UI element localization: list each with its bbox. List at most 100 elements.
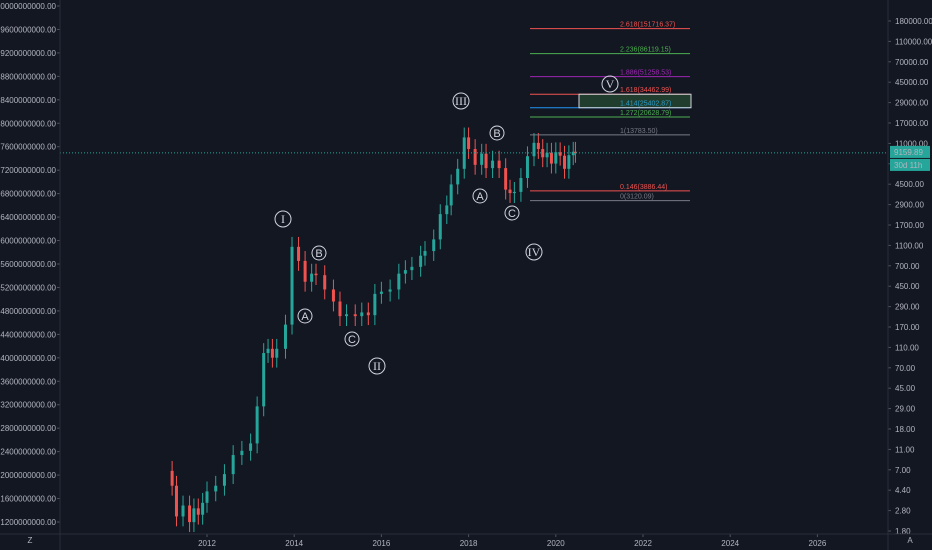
right-axis-tick-label: 29.00 [895,405,916,414]
corner-label-left[interactable]: Z [28,536,33,545]
candle-body [549,152,553,164]
candle-body [423,251,427,256]
wave-label-circle [601,75,619,93]
left-axis-tick-label: 5600000000.00 [0,260,56,269]
left-axis-tick-label: 1600000000.00 [0,495,56,504]
wave-label-a: A [476,191,484,203]
wave-label-circle [344,331,360,347]
time-axis[interactable]: 2012 2014 2016 2018 2020 2022 2024 2026 [198,534,827,548]
fib-level-label: 1.414(25402.87) [620,101,671,108]
candle-body [222,474,226,486]
candle-body [403,270,407,274]
left-axis-tick-label: 6400000000.00 [0,213,56,222]
fib-level-label: 2.236(86119.15) [620,47,671,54]
corner-label-right[interactable]: A [907,536,913,545]
right-axis-tick-label: 17000.00 [895,119,929,128]
left-axis-tick-label: 7600000000.00 [0,143,56,152]
wave-label-ii: II [373,359,381,373]
candle-body [240,450,244,456]
wave-label-v: V [606,77,615,91]
candle-body [532,142,536,157]
wave-label-circle [274,210,292,228]
candle-body [432,239,436,252]
left-axis-tick-label: 8000000000.00 [0,119,56,128]
candle-body [419,255,423,267]
time-axis-tick-label: 2016 [373,539,391,548]
countdown-badge-box [890,158,930,171]
candle-body [438,214,442,240]
right-axis-tick-label: 7.00 [895,466,911,475]
candle-body [410,266,414,271]
price-badge-countdown: 30d 11h [894,161,922,170]
candle-body [480,153,484,165]
left-axis-tick-label: 6000000000.00 [0,237,56,246]
candlestick-series [170,127,577,532]
time-axis-tick-label: 2020 [547,539,565,548]
fib-level-label: 0(3120.09) [620,194,654,201]
candle-body [266,348,270,354]
left-axis-tick-label: 4000000000.00 [0,354,56,363]
candle-body [275,348,279,358]
candle-body [573,151,577,153]
right-axis-tick-label: 1100.00 [895,241,924,250]
candle-body [554,152,558,164]
candle-body [545,152,549,158]
wave-label-circle [311,245,327,261]
target-zone-rect[interactable] [578,93,692,109]
fib-extension-levels: 2.618(151716.37) 2.236(86119.15) 1.886(512… [530,22,690,202]
left-axis-tick-label: 2000000000.00 [0,471,56,480]
left-axis-tick-label: 3600000000.00 [0,377,56,386]
right-axis-tick-label: 18.00 [895,425,916,434]
price-badge-value: 9159.89 [894,148,923,157]
candle-body [192,508,196,523]
right-axis-tick-label: 2900.00 [895,201,924,210]
candle-body [558,152,562,156]
right-axis-tick-label: 110.00 [895,343,919,352]
candle-body [445,205,449,215]
time-axis-tick-label: 2014 [285,539,303,548]
right-axis-tick-label: 11000.00 [895,139,928,148]
candle-body [366,312,370,316]
candle-body [541,149,545,158]
candle-body [353,314,357,317]
candle-body [379,291,383,294]
fib-level-label: 1.272(20628.79) [620,110,671,117]
left-axis-tick-label: 8800000000.00 [0,72,56,81]
right-axis-tick-label: 70.00 [895,364,916,373]
right-axis-tick-label: 4.40 [895,486,911,495]
right-axis-tick-label: 1.80 [895,527,911,536]
candle-body [462,137,466,169]
candle-body [297,246,301,261]
right-axis-tick-label: 11.00 [895,445,915,454]
candle-body [270,348,274,358]
time-axis-tick-label: 2018 [460,539,478,548]
target-zone-box[interactable] [578,93,692,109]
candle-body [170,470,174,486]
candle-body [201,502,205,515]
fib-level-label: 2.618(151716.37) [620,22,675,29]
candle-body [338,301,342,317]
wave-label-circle [525,243,543,261]
candle-body [388,289,392,292]
right-axis-tick-label: 45.00 [895,384,916,393]
candle-body [214,485,218,492]
left-axis-tick-label: 8400000000.00 [0,96,56,105]
wave-label-b: B [315,248,322,260]
candle-body [536,142,540,150]
right-axis-tick-label: 700.00 [895,262,920,271]
price-badge-box [890,145,930,158]
right-axis-tick-label: 70000.00 [895,58,929,67]
candle-body [449,184,453,206]
fib-level-label: 1.886(51258.53) [620,70,671,77]
wave-label-circle [472,188,488,204]
fib-level-label: 1.618(34462.99) [620,87,671,94]
time-axis-tick-label: 2026 [809,539,827,548]
candle-body [504,168,508,190]
candle-body [314,273,318,276]
price-badge: 9159.89 30d 11h [890,145,930,171]
left-price-axis[interactable]: 10000000000.00 9600000000.00 9200000000.00… [0,2,60,527]
candle-body [283,324,287,349]
